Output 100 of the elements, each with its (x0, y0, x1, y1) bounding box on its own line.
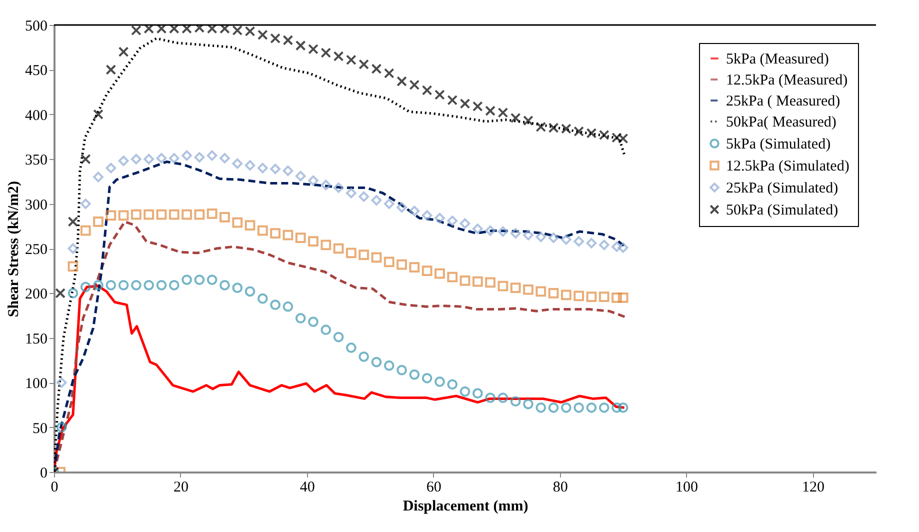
point (220, 25, 230, 34)
point (93, 216, 104, 227)
point (523, 284, 534, 295)
point (460, 98, 470, 109)
point (257, 162, 268, 174)
point (257, 293, 268, 304)
point (144, 280, 154, 290)
point (257, 225, 268, 236)
point (333, 51, 344, 62)
point (548, 232, 559, 243)
point (510, 396, 521, 407)
point (118, 280, 129, 290)
point (536, 402, 546, 413)
point (320, 324, 332, 336)
point (333, 332, 344, 342)
point (396, 202, 407, 213)
point (598, 402, 610, 413)
point (358, 191, 370, 202)
point (371, 64, 382, 74)
point (598, 240, 610, 250)
point (460, 276, 470, 286)
point (612, 132, 622, 143)
point (586, 292, 597, 302)
y-tick-label: 0 (40, 466, 48, 482)
point (182, 209, 192, 220)
point (168, 25, 180, 34)
point (106, 64, 116, 75)
point (574, 402, 584, 413)
point (244, 220, 256, 230)
point (320, 180, 332, 190)
point (282, 35, 294, 46)
point (257, 30, 268, 40)
point (371, 195, 382, 206)
y-tick-label: 450 (25, 63, 48, 80)
point (409, 80, 420, 90)
point (182, 150, 192, 161)
point (598, 292, 610, 302)
y-tick-label: 300 (25, 197, 48, 214)
y-tick-label: 250 (25, 242, 48, 258)
point (156, 153, 167, 164)
point (498, 392, 508, 403)
point (485, 277, 496, 288)
point (232, 158, 243, 169)
point (434, 376, 445, 387)
point (118, 156, 129, 166)
point (612, 242, 622, 252)
point (232, 217, 243, 228)
point (168, 153, 180, 164)
point (422, 85, 432, 96)
point (498, 107, 508, 118)
x-tick-label: 60 (426, 480, 442, 496)
point (220, 212, 230, 222)
point (548, 288, 559, 298)
point (80, 154, 91, 164)
point (118, 46, 129, 58)
legend-label: 50kPa( Measured) (726, 114, 836, 130)
point (396, 76, 407, 87)
point (586, 128, 597, 138)
legend-label: 12.5kPa (Simulated) (726, 158, 850, 174)
point (295, 232, 306, 243)
point (548, 122, 559, 133)
point (510, 282, 521, 294)
point (168, 209, 180, 220)
y-tick-label: 150 (25, 331, 48, 348)
point (523, 230, 534, 240)
point (68, 243, 78, 254)
point (384, 198, 394, 209)
point (56, 422, 67, 432)
point (320, 240, 332, 250)
point (182, 274, 192, 285)
point (618, 133, 628, 144)
point (586, 238, 597, 248)
point (409, 206, 420, 216)
point (523, 398, 534, 410)
point (536, 232, 546, 242)
legend-label: 25kPa ( Measured) (726, 94, 840, 110)
point (56, 377, 67, 388)
point (308, 44, 318, 54)
point (447, 216, 458, 226)
point (118, 210, 129, 221)
point (282, 301, 294, 312)
point (371, 252, 382, 263)
point (206, 274, 218, 285)
point (93, 280, 104, 290)
point (346, 188, 356, 198)
point (93, 109, 104, 120)
point (220, 280, 230, 290)
point (144, 209, 154, 220)
point (182, 25, 192, 34)
point (384, 68, 394, 78)
x-tick-label: 0 (50, 480, 58, 496)
point (270, 228, 280, 238)
point (434, 90, 445, 100)
point (422, 372, 432, 384)
point (308, 175, 318, 186)
point (144, 25, 154, 34)
point (447, 272, 458, 282)
point (560, 402, 572, 413)
x-tick-label: 80 (552, 480, 568, 496)
point (131, 280, 142, 290)
